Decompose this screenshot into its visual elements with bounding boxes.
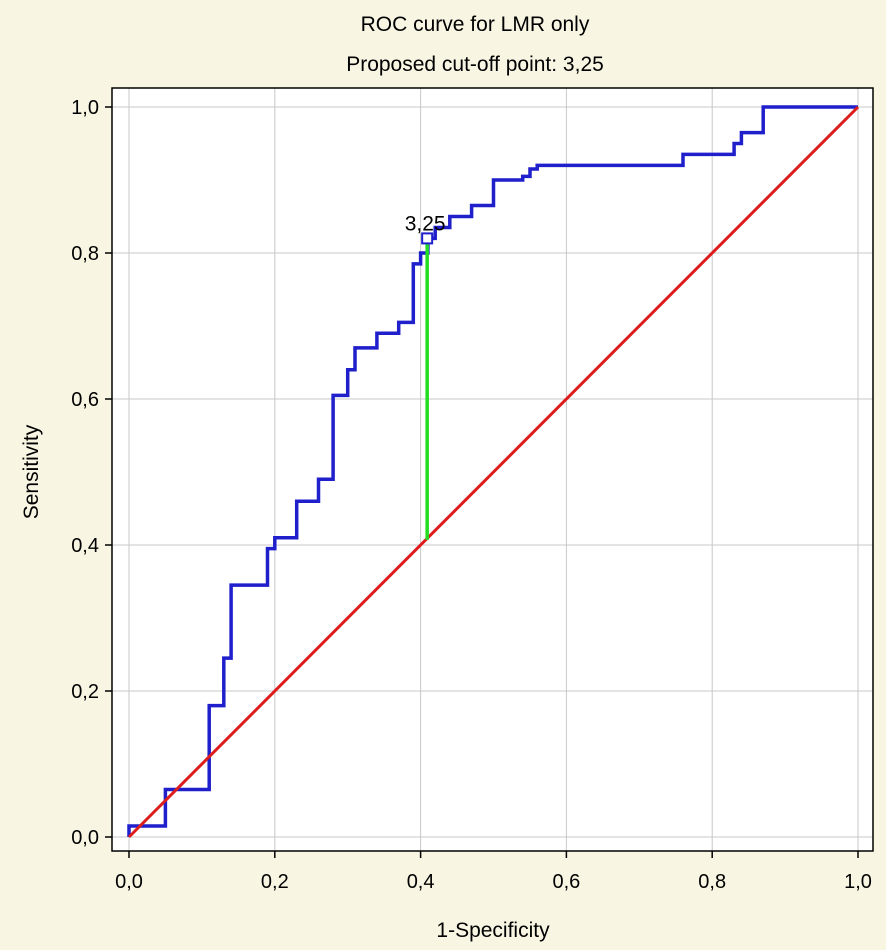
x-tick-label-3: 0,6 xyxy=(552,871,580,893)
roc-curve xyxy=(127,105,858,837)
reference-diagonal xyxy=(127,105,860,839)
y-tick-label-2: 0,4 xyxy=(71,535,99,557)
grid-lines xyxy=(112,88,873,851)
x-axis-label: 1-Specificity xyxy=(436,919,550,942)
cutoff-point-marker xyxy=(421,232,434,245)
x-tick-label-1: 0,2 xyxy=(261,871,289,893)
y-tick-label-1: 0,2 xyxy=(71,681,99,703)
x-tick-label-4: 0,8 xyxy=(698,871,726,893)
x-axis-ticks: 0,0 0,2 0,4 0,6 0,8 1,0 xyxy=(115,851,872,893)
cutoff-point-label: 3,25 xyxy=(405,212,446,235)
chart-title: ROC curve for LMR only xyxy=(361,13,590,36)
x-tick-label-0: 0,0 xyxy=(115,871,143,893)
x-tick-label-5: 1,0 xyxy=(844,871,872,893)
chart-subtitle: Proposed cut-off point: 3,25 xyxy=(346,53,604,76)
series-layer xyxy=(127,105,860,839)
y-tick-label-5: 1,0 xyxy=(71,97,99,119)
y-axis-ticks: 0,0 0,2 0,4 0,6 0,8 1,0 xyxy=(71,97,112,849)
x-tick-label-2: 0,4 xyxy=(407,871,435,893)
plot-frame xyxy=(111,87,874,852)
cutoff-layer: 3,25 xyxy=(405,212,446,540)
plot-area xyxy=(112,88,873,851)
y-tick-label-4: 0,8 xyxy=(71,243,99,265)
y-axis-label: Sensitivity xyxy=(20,424,43,519)
y-tick-label-0: 0,0 xyxy=(71,827,99,849)
y-tick-label-3: 0,6 xyxy=(71,389,99,411)
